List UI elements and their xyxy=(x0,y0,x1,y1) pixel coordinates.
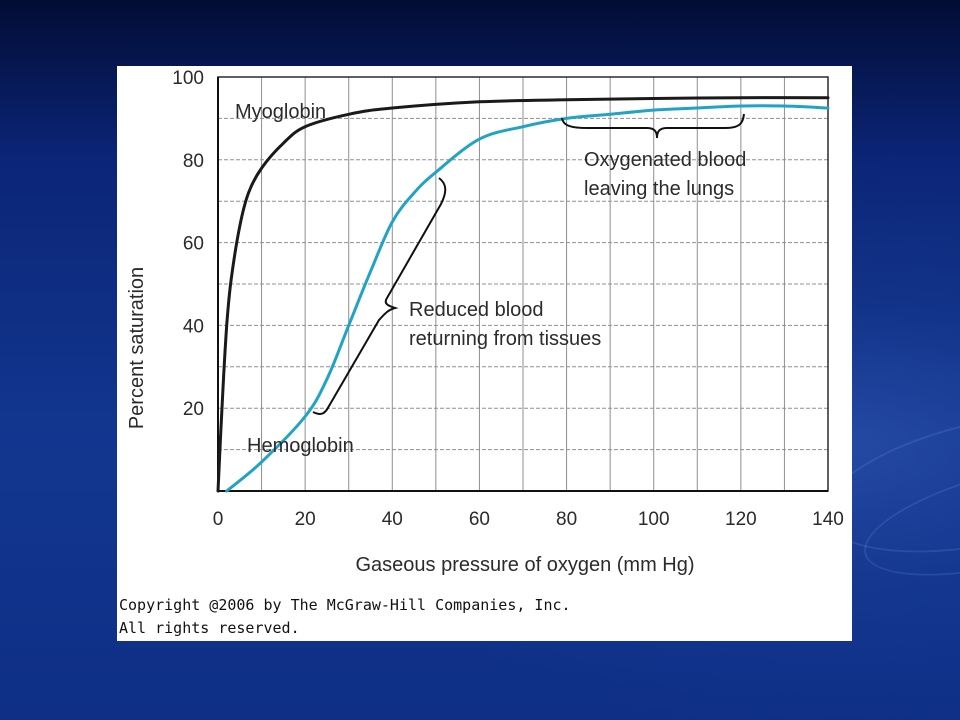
oxygen-saturation-chart: 0 20 40 60 80 100 120 140 20 40 60 80 100 Myoglobin … xyxy=(126,68,844,576)
reduced-label-line1: Reduced blood xyxy=(409,299,544,321)
figure-panel: 0 20 40 60 80 100 120 140 20 40 60 80 100 Myoglobin … xyxy=(117,66,852,641)
x-tick-label: 40 xyxy=(382,509,403,530)
series-label-hemoglobin: Hemoglobin xyxy=(247,435,354,457)
axes xyxy=(217,76,829,492)
x-axis-title: Gaseous pressure of oxygen (mm Hg) xyxy=(355,554,694,576)
series-line-hemoglobin xyxy=(225,104,830,493)
series-label-myoglobin: Myoglobin xyxy=(235,101,326,123)
oxygenated-brace xyxy=(561,113,745,139)
y-tick-label: 80 xyxy=(183,151,204,172)
annotation-text: Myoglobin Hemoglobin Oxygenated blood le… xyxy=(235,101,746,457)
x-tick-label: 140 xyxy=(812,509,844,530)
x-tick-label: 100 xyxy=(638,509,670,530)
x-tick-label: 120 xyxy=(725,509,757,530)
y-tick-label: 20 xyxy=(183,399,204,420)
series-lines xyxy=(216,96,830,493)
x-tick-label: 80 xyxy=(556,509,577,530)
copyright-line-2: All rights reserved. xyxy=(119,619,300,637)
reduced-brace xyxy=(312,177,447,415)
oxygenated-label-line2: leaving the lungs xyxy=(584,178,734,200)
oxygenated-label-line1: Oxygenated blood xyxy=(584,149,746,171)
grid xyxy=(218,77,828,491)
x-tick-label: 0 xyxy=(213,509,224,530)
annotations xyxy=(312,113,745,415)
tick-labels: 0 20 40 60 80 100 120 140 20 40 60 80 100 xyxy=(172,68,844,530)
reduced-label-line2: returning from tissues xyxy=(409,328,601,350)
y-tick-label: 60 xyxy=(183,234,204,255)
copyright-line-1: Copyright @2006 by The McGraw-Hill Compa… xyxy=(119,596,571,614)
y-axis-title: Percent saturation xyxy=(126,267,148,429)
x-tick-label: 60 xyxy=(469,509,490,530)
y-tick-label: 100 xyxy=(172,68,204,89)
series-line-myoglobin xyxy=(216,96,830,493)
x-tick-label: 20 xyxy=(295,509,316,530)
y-tick-label: 40 xyxy=(183,316,204,337)
